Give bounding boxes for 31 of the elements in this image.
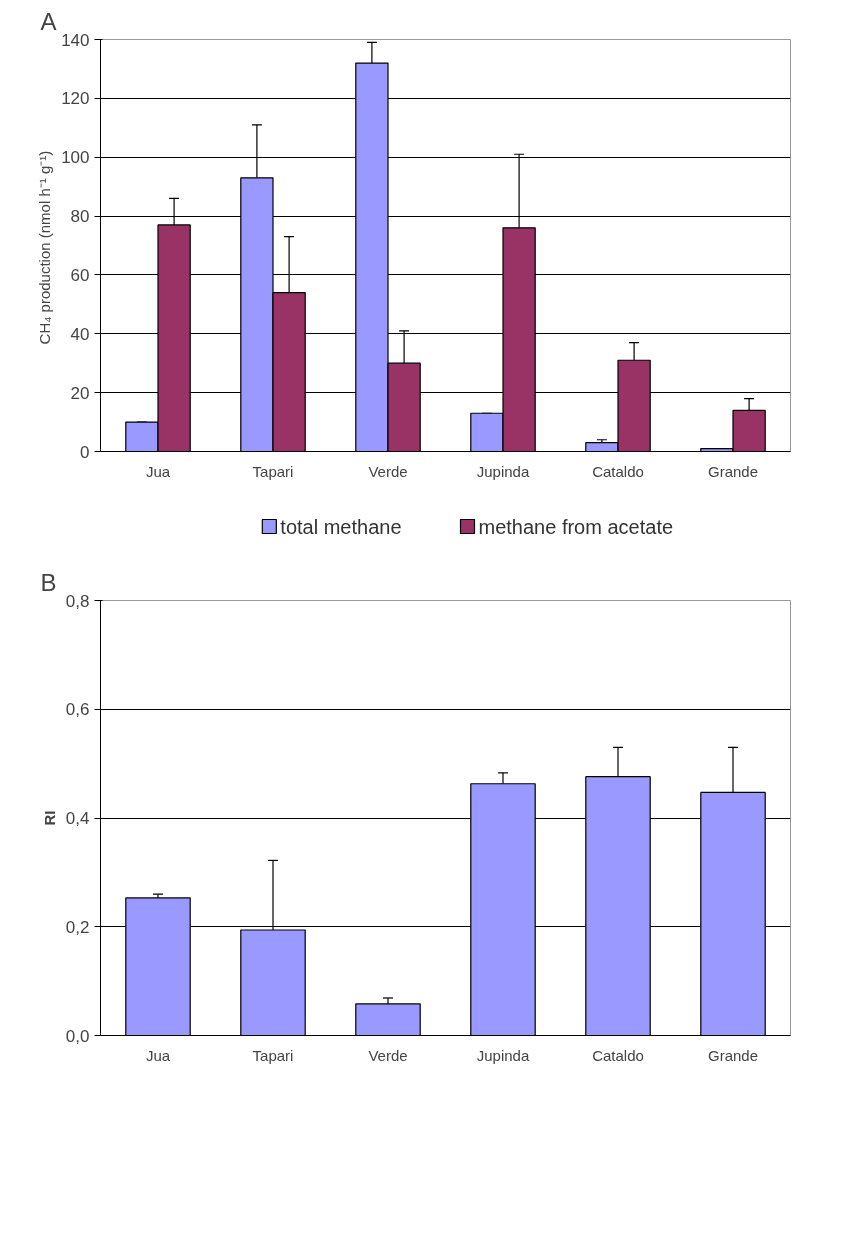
x-tick-label: Tapari [252, 462, 294, 480]
x-tick-label: Cataldo [592, 462, 644, 480]
chart-title: A [40, 7, 57, 35]
y-tick-label: 0 [80, 442, 90, 462]
y-tick-label: 100 [61, 148, 90, 168]
x-tick-label: Jupinda [476, 462, 530, 480]
y-axis-title: CH₄ production (nmol h⁻¹ g⁻¹) [36, 150, 54, 345]
y-tick-label: 20 [70, 383, 90, 403]
x-tick-label: Grande [707, 1046, 759, 1064]
y-axis-title: RI [40, 810, 58, 826]
legend-label: total methane [280, 515, 402, 538]
x-tick-label: Grande [707, 462, 759, 480]
y-tick-label: 0,4 [65, 809, 90, 828]
y-tick-label: 0,2 [65, 917, 90, 937]
y-tick-label: 80 [70, 207, 90, 227]
chart-title: B [40, 568, 57, 596]
legend-label: methane from acetate [478, 515, 674, 538]
y-tick-label: 60 [70, 265, 90, 285]
x-tick-label: Jua [145, 1046, 171, 1064]
y-tick-label: 120 [61, 89, 90, 109]
x-tick-label: Tapari [252, 1046, 294, 1064]
y-tick-label: 0,0 [65, 1026, 90, 1046]
y-tick-label: 140 [61, 30, 90, 50]
y-tick-label: 0,8 [65, 591, 90, 611]
x-tick-label: Verde [368, 1046, 408, 1064]
x-tick-label: Jupinda [476, 1046, 530, 1064]
x-tick-label: Jua [145, 462, 171, 480]
x-tick-label: Verde [368, 462, 408, 480]
y-tick-label: 0,6 [65, 700, 90, 720]
x-tick-label: Cataldo [592, 1046, 644, 1064]
y-tick-label: 40 [70, 324, 90, 344]
